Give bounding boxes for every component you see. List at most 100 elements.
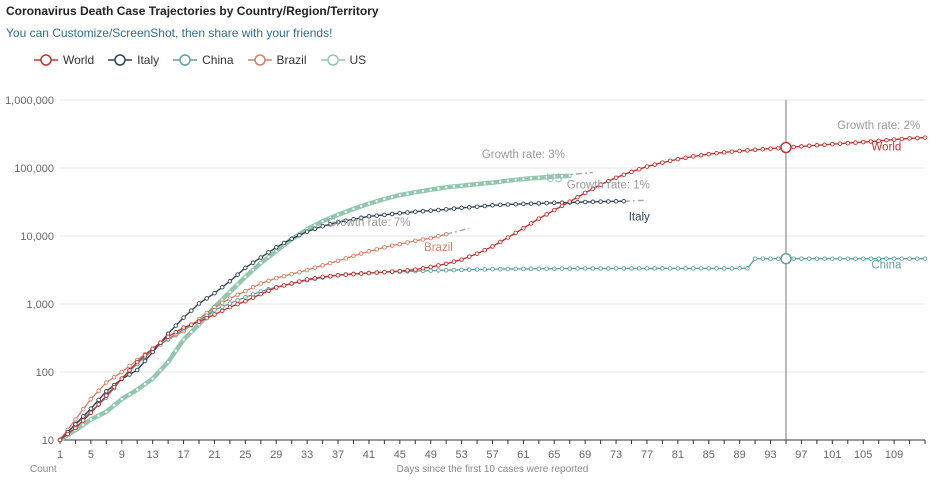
data-point <box>915 135 920 141</box>
data-point <box>567 266 572 271</box>
data-point <box>505 235 511 240</box>
data-point <box>428 208 433 213</box>
x-tick-label: 57 <box>486 449 498 461</box>
data-point <box>413 267 418 272</box>
data-point <box>150 376 155 381</box>
data-point <box>390 194 395 199</box>
data-point <box>397 210 403 216</box>
data-point <box>219 308 225 314</box>
data-point <box>405 240 410 245</box>
data-point <box>335 272 341 278</box>
data-point <box>212 307 217 313</box>
data-point <box>698 153 704 158</box>
data-point <box>860 256 866 261</box>
data-point <box>204 315 209 321</box>
data-point <box>613 199 619 204</box>
x-tick-label: 65 <box>548 449 560 461</box>
data-point <box>884 256 889 261</box>
data-point <box>660 160 665 165</box>
data-point <box>691 266 696 271</box>
data-point <box>891 256 897 261</box>
legend-item-us[interactable]: US <box>320 53 366 67</box>
data-point <box>443 267 449 273</box>
data-point <box>312 265 318 270</box>
data-point <box>451 267 457 273</box>
legend-item-brazil[interactable]: Brazil <box>247 53 307 67</box>
legend-item-italy[interactable]: Italy <box>108 53 159 67</box>
data-point <box>853 140 858 145</box>
data-point <box>96 413 101 418</box>
data-point <box>636 266 642 271</box>
data-point <box>575 195 580 200</box>
data-point <box>428 235 433 241</box>
data-point <box>328 215 333 220</box>
data-point <box>513 266 518 272</box>
data-point <box>482 247 488 253</box>
data-point <box>227 304 233 310</box>
x-tick-label: 81 <box>672 449 684 461</box>
data-point <box>343 218 349 224</box>
data-point <box>760 256 766 261</box>
data-point <box>266 288 271 294</box>
data-point <box>768 146 773 151</box>
data-point <box>451 206 457 211</box>
data-point <box>266 278 271 284</box>
data-point <box>405 210 410 215</box>
data-point <box>513 230 518 236</box>
data-point <box>891 137 897 142</box>
chart-subtitle[interactable]: You can Customize/ScreenShot, then share… <box>6 26 333 40</box>
data-point <box>922 135 928 140</box>
data-point <box>88 396 94 402</box>
x-tick-label: 105 <box>854 449 872 461</box>
data-point <box>420 188 425 193</box>
data-point <box>212 290 217 296</box>
data-point <box>683 266 688 271</box>
data-point <box>482 203 488 209</box>
data-point <box>158 368 163 373</box>
x-tick-label: 9 <box>119 449 125 461</box>
y-tick-label: 1,000 <box>26 299 54 311</box>
series-annotation: US <box>546 173 562 185</box>
data-point <box>88 406 94 411</box>
data-point <box>173 348 178 353</box>
data-point <box>505 202 511 207</box>
data-point <box>181 337 186 342</box>
data-point <box>613 266 619 271</box>
data-point <box>227 301 233 306</box>
series-china <box>57 252 928 443</box>
x-tick-label: 1 <box>57 449 63 461</box>
data-point <box>274 245 279 250</box>
data-point <box>899 136 905 142</box>
data-point <box>80 407 86 412</box>
data-point <box>567 199 572 204</box>
series-annotation: Brazil <box>424 242 453 254</box>
data-point <box>490 244 495 249</box>
data-point <box>582 190 588 196</box>
data-point <box>351 271 356 277</box>
data-point <box>598 266 603 271</box>
series-us <box>58 173 572 442</box>
data-point <box>760 146 766 152</box>
data-point <box>389 211 395 217</box>
data-point <box>243 274 248 279</box>
data-point <box>590 199 596 205</box>
data-point <box>165 334 171 339</box>
data-point <box>189 322 194 327</box>
data-point <box>212 312 217 317</box>
legend-item-china[interactable]: China <box>173 53 234 67</box>
data-point <box>899 256 905 261</box>
series-line <box>59 258 925 441</box>
data-point <box>721 150 727 155</box>
data-point <box>266 255 271 260</box>
growth-rate-line <box>623 199 647 202</box>
legend-item-world[interactable]: World <box>34 53 94 67</box>
data-point <box>258 291 264 297</box>
data-point <box>328 222 333 227</box>
data-point <box>374 213 379 218</box>
data-point <box>752 256 758 261</box>
data-point <box>497 239 503 245</box>
data-point <box>351 253 356 259</box>
data-point <box>721 266 727 271</box>
data-point <box>652 162 657 167</box>
